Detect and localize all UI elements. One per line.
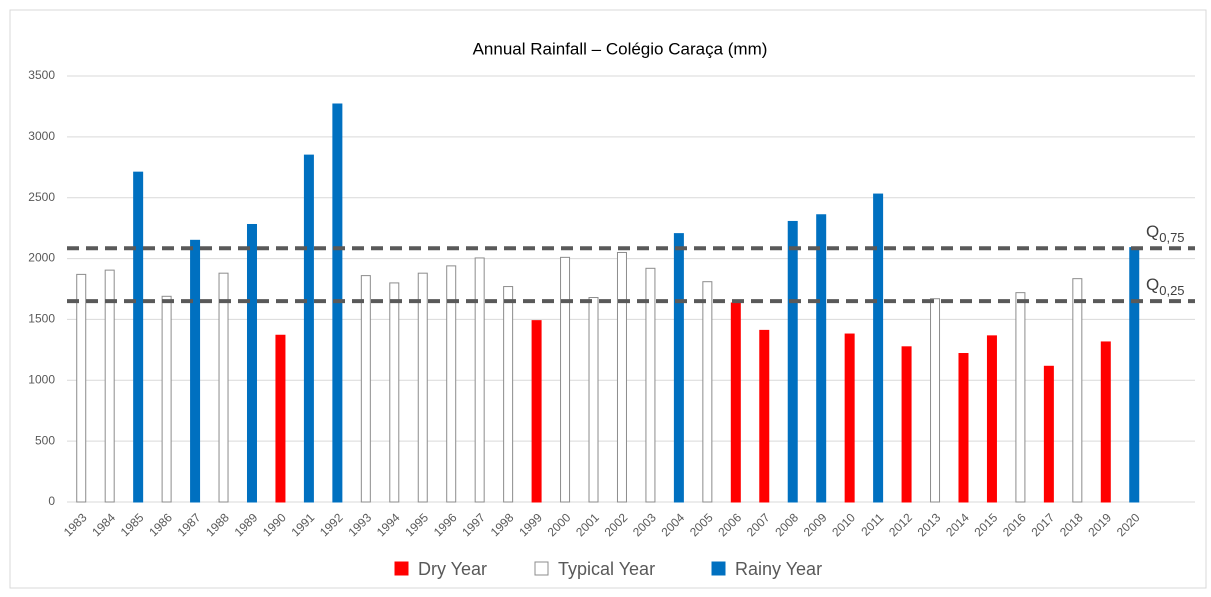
reference-label-main: Q [1146,223,1159,242]
bar [417,272,428,503]
bar [104,269,115,503]
bar [616,251,627,503]
bar [360,275,371,503]
legend-swatch [534,561,549,576]
bar [787,220,798,503]
bar [930,298,941,503]
bar [986,335,997,503]
y-tick-label: 500 [35,433,55,447]
bar [1015,292,1026,503]
y-tick-label: 2500 [28,190,55,204]
bar [161,295,172,503]
bar [560,256,571,503]
legend-label: Dry Year [418,559,487,579]
bar [275,334,286,503]
y-tick-label: 1500 [28,312,55,326]
y-tick-label: 1000 [28,372,55,386]
bar [844,333,855,503]
bar [1129,247,1140,503]
y-tick-label: 2000 [28,251,55,265]
bar [730,302,741,503]
bar [759,329,770,503]
reference-label-sub: 0,25 [1159,284,1184,299]
bar [1043,365,1054,503]
chart-frame [9,9,1207,589]
bar [246,223,257,503]
bar [76,273,87,503]
bar [446,265,457,503]
legend-swatch [394,561,409,576]
bar [816,214,827,503]
reference-label-sub: 0,75 [1159,231,1184,246]
reference-label-main: Q [1146,276,1159,295]
reference-label: Q0,75 [1146,223,1185,246]
y-tick-label: 3000 [28,129,55,143]
bar [901,346,912,503]
y-tick-label: 0 [48,494,55,508]
bar [531,320,542,503]
bar [673,233,684,503]
reference-label: Q0,25 [1146,276,1185,299]
bar [503,286,514,503]
legend-swatch [711,561,726,576]
bar [389,282,400,503]
bar [303,154,314,503]
bar [190,239,201,503]
bar [1100,341,1111,503]
bar [645,267,656,503]
bar [702,281,713,503]
bar [474,257,485,503]
legend-label: Typical Year [558,559,655,579]
bar [1072,278,1083,503]
y-tick-label: 3500 [28,68,55,82]
legend-label: Rainy Year [735,559,822,579]
bar [588,297,599,503]
chart-title: Annual Rainfall – Colégio Caraça (mm) [473,39,768,58]
bar [958,353,969,503]
bar [218,272,229,503]
bar [873,193,884,503]
bar [133,171,144,503]
